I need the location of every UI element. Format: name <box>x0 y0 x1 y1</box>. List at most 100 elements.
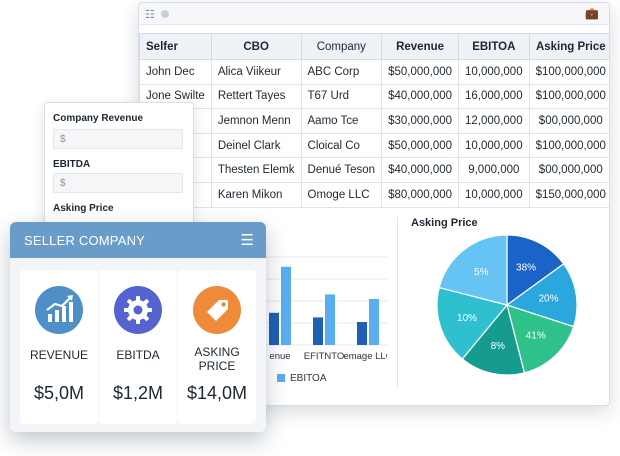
tile-label: EBITDA <box>116 348 160 362</box>
menu-icon[interactable]: ☷ <box>145 8 155 21</box>
asking-price-cell: $00,000,000 <box>528 157 609 183</box>
bar <box>369 299 379 345</box>
pie-slice <box>461 303 526 376</box>
asking-price-cell: $100,000,000 <box>528 132 609 159</box>
pie-chart-title: Asking Price <box>411 217 478 229</box>
asking-price-field-label: Asking Price <box>53 203 114 214</box>
pie-slice-label: 41% <box>526 331 546 342</box>
revenue-cell: $30,000,000 <box>381 108 460 134</box>
ebitda-field-label: EBITDA <box>53 159 91 170</box>
ebitda-cell: 12,000,000 <box>458 108 530 134</box>
company-cell: Omoge LLC <box>300 181 383 208</box>
table-row[interactable]: Jemnon Menn Aamo Tce $30,000,000 12,000,… <box>139 108 609 134</box>
bar <box>357 322 367 345</box>
pie-slice-label: 10% <box>457 313 477 324</box>
column-header-ebitda[interactable]: EBITOA <box>458 33 530 60</box>
company-cell: Aamo Tce <box>300 108 383 134</box>
tile-value: $14,0M <box>186 383 248 403</box>
table-row[interactable]: ke Karen Mikon Omoge LLC $80,000,000 10,… <box>139 181 609 208</box>
ebitda-cell: 10,000,000 <box>458 59 530 85</box>
bar <box>325 294 335 345</box>
revenue-tile[interactable]: REVENUE $5,0M <box>20 270 98 424</box>
cbo-cell: Jemnon Menn <box>210 108 302 134</box>
ebitda-cell: 10,000,000 <box>458 181 530 208</box>
company-cell: Denué Teson <box>300 157 383 183</box>
table-row[interactable]: ite Deinel Clark Cloical Co $50,000,000 … <box>139 132 609 159</box>
cbo-cell: Deinel Clark <box>210 132 302 159</box>
cbo-cell: Alica Viikeur <box>210 59 302 85</box>
pie-slice <box>506 234 565 307</box>
revenue-input[interactable]: $ <box>53 129 183 149</box>
tile-label: ASKING PRICE <box>194 345 240 373</box>
tile-label: REVENUE <box>29 348 88 362</box>
asking-price-pie-chart: 38% 20% 41% 8% 10% 5% <box>435 233 579 377</box>
cbo-cell: Rettert Tayes <box>210 83 302 110</box>
seller-cell: John Dec <box>139 59 212 85</box>
briefcase-icon[interactable]: 💼 <box>585 7 599 20</box>
company-cell: ABC Corp <box>300 59 383 85</box>
revenue-field-label: Company Revenue <box>53 113 144 124</box>
revenue-cell: $80,000,000 <box>381 181 460 208</box>
cbo-cell: Karen Mikon <box>210 181 302 208</box>
column-header-asking-price[interactable]: Asking Price <box>528 33 609 60</box>
tile-value: $5,0M <box>33 383 85 403</box>
asking-price-cell: $00,000,000 <box>528 108 609 134</box>
chart-divider <box>397 217 398 387</box>
price-tag-icon <box>193 286 241 334</box>
column-header-cbo[interactable]: CBO <box>210 33 302 60</box>
deals-table: Selfer CBO Company Revenue EBITOA Asking… <box>139 33 609 208</box>
asking-price-cell: $100,000,000 <box>528 83 609 110</box>
x-axis-label: emage LLC <box>343 351 387 362</box>
table-header-row: Selfer CBO Company Revenue EBITOA Asking… <box>139 33 609 60</box>
hamburger-menu-icon[interactable]: ☰ <box>240 231 254 249</box>
ebitda-input[interactable]: $ <box>53 173 183 193</box>
gear-icon <box>114 286 162 334</box>
bar <box>313 317 323 345</box>
pie-slice-label: 20% <box>538 293 558 304</box>
bar <box>269 312 279 345</box>
card-header: SELLER COMPANY ☰ <box>10 222 266 258</box>
pie-chart-svg: 38% 20% 41% 8% 10% 5% <box>436 234 578 376</box>
pie-slice <box>505 263 578 328</box>
chart-growth-icon <box>35 286 83 334</box>
window-titlebar: ☷ 💼 <box>139 3 609 25</box>
status-dot-icon <box>161 10 169 18</box>
revenue-cell: $50,000,000 <box>381 59 460 85</box>
asking-price-cell: $150,000,000 <box>528 181 609 208</box>
pie-slice-label: 38% <box>516 263 536 274</box>
bar <box>281 266 291 345</box>
revenue-cell: $40,000,000 <box>381 157 460 183</box>
column-header-seller[interactable]: Selfer <box>139 33 212 60</box>
asking-price-tile[interactable]: ASKING PRICE $14,0M <box>178 270 256 424</box>
bar-chart-legend: EBITOA <box>277 373 327 384</box>
revenue-cell: $50,000,000 <box>381 132 460 159</box>
legend-swatch <box>277 374 285 382</box>
pie-slice <box>436 286 509 360</box>
pie-slice <box>438 234 508 306</box>
pie-slice <box>506 304 575 374</box>
company-cell: T67 Urd <box>300 83 383 110</box>
ebitda-tile[interactable]: EBITDA $1,2M <box>99 270 177 424</box>
asking-price-cell: $100,000,000 <box>528 59 609 85</box>
pie-slice-label: 8% <box>491 341 506 352</box>
tile-value: $1,2M <box>112 383 164 403</box>
x-axis-label: EFITNTO <box>304 351 344 362</box>
company-cell: Cloical Co <box>300 132 383 159</box>
ebitda-cell: 16,000,000 <box>458 83 530 110</box>
table-row[interactable]: John Dec Alica Viikeur ABC Corp $50,000,… <box>139 59 609 85</box>
cbo-cell: Thesten Elemk <box>210 157 302 183</box>
column-header-company[interactable]: Company <box>300 33 383 60</box>
table-row[interactable]: Jone Swilte Rettert Tayes T67 Urd $40,00… <box>139 83 609 110</box>
deals-window: ☷ 💼 Selfer CBO Company Revenue EBITOA As… <box>138 2 610 406</box>
column-header-revenue[interactable]: Revenue <box>381 33 460 60</box>
table-row[interactable]: ene Thesten Elemk Denué Teson $40,000,00… <box>139 157 609 183</box>
ebitda-cell: 10,000,000 <box>458 132 530 159</box>
revenue-cell: $40,000,000 <box>381 83 460 110</box>
x-axis-label: enue <box>269 351 290 362</box>
seller-company-card: SELLER COMPANY ☰ REVENUE $5,0M <box>10 222 266 432</box>
card-title: SELLER COMPANY <box>24 233 146 248</box>
ebitda-cell: 9,000,000 <box>458 157 530 183</box>
legend-label: EBITOA <box>290 373 327 384</box>
